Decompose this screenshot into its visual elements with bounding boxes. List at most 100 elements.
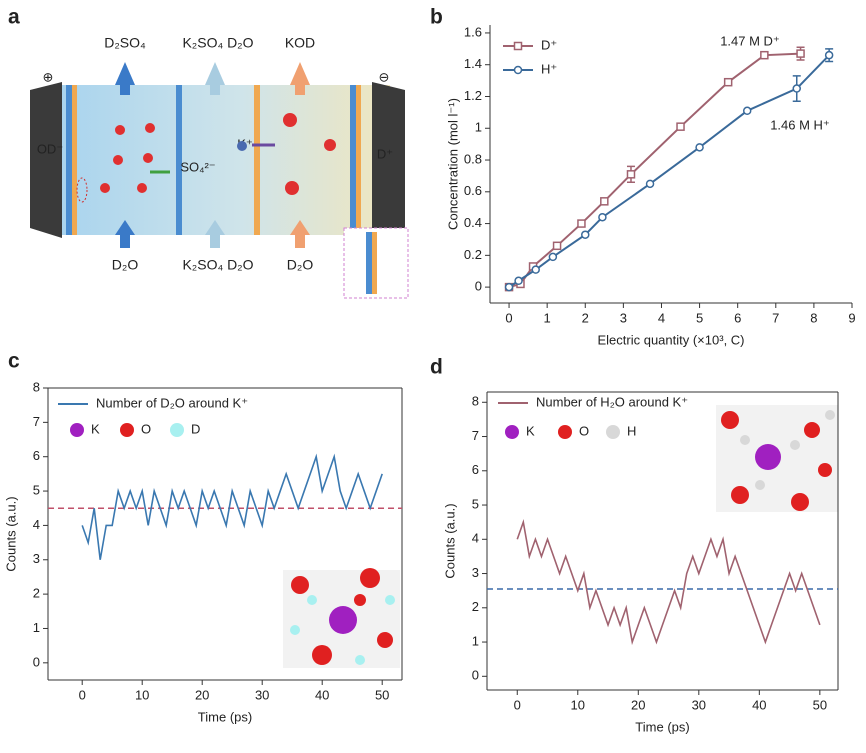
marker xyxy=(792,84,801,93)
y-tick-label: 2 xyxy=(472,599,479,614)
y-tick-label: 1 xyxy=(472,633,479,648)
panel-label: c xyxy=(8,350,20,373)
inset-membrane xyxy=(366,232,372,294)
y-axis-label: Counts (a.u.) xyxy=(3,496,18,571)
membrane xyxy=(176,85,182,235)
ion: OD⁻ xyxy=(37,141,63,156)
electrode-sign: ⊖ xyxy=(379,69,390,84)
x-tick-label: 50 xyxy=(375,687,389,702)
marker xyxy=(695,143,704,152)
marker xyxy=(742,106,752,116)
y-tick-label: 0 xyxy=(472,668,479,683)
cathode xyxy=(372,82,405,238)
panel-label: d xyxy=(430,356,443,379)
series-line xyxy=(508,54,830,288)
atom-label: K xyxy=(91,421,100,436)
x-axis-label: Time (ps) xyxy=(635,719,689,734)
y-tick-label: 3 xyxy=(33,551,40,566)
atom-label: D xyxy=(191,421,200,436)
molecules xyxy=(76,113,336,203)
y-tick-label: 7 xyxy=(472,428,479,443)
marker xyxy=(645,179,655,189)
x-tick-label: 1 xyxy=(544,310,551,325)
y-tick-label: 0.6 xyxy=(464,183,482,198)
marker xyxy=(598,212,607,222)
legend-marker xyxy=(513,41,523,51)
x-tick-label: 30 xyxy=(255,687,269,702)
x-axis-label: Electric quantity (×10³, C) xyxy=(597,332,744,347)
legend-marker xyxy=(513,65,523,75)
inset-d xyxy=(716,405,838,512)
y-tick-label: 4 xyxy=(472,531,479,546)
legend-label: D⁺ xyxy=(541,37,557,52)
marker xyxy=(552,241,562,251)
x-tick-label: 6 xyxy=(734,310,741,325)
ion: SO₄²⁻ xyxy=(180,159,215,174)
y-tick-label: 6 xyxy=(33,448,40,463)
x-tick-label: 7 xyxy=(772,310,779,325)
x-tick-label: 40 xyxy=(752,697,766,712)
inset-membrane xyxy=(372,232,377,294)
y-tick-label: 2 xyxy=(33,586,40,601)
y-axis-label: Counts (a.u.) xyxy=(442,503,457,578)
ion: D⁺ xyxy=(377,146,393,161)
y-tick-label: 8 xyxy=(33,379,40,394)
y-tick-label: 0.4 xyxy=(464,215,482,230)
y-tick-label: 1.6 xyxy=(464,24,482,39)
arrow xyxy=(205,62,225,95)
membrane xyxy=(66,85,72,235)
x-tick-label: 0 xyxy=(505,310,512,325)
x-tick-label: 30 xyxy=(692,697,706,712)
marker xyxy=(723,77,733,87)
atom-label: H xyxy=(627,423,636,438)
marker xyxy=(548,252,558,262)
arrow xyxy=(205,220,225,248)
y-tick-label: 0 xyxy=(475,279,482,294)
x-tick-label: 10 xyxy=(135,687,149,702)
atom-swatch xyxy=(70,423,84,437)
x-tick-label: 5 xyxy=(696,310,703,325)
y-tick-label: 8 xyxy=(472,394,479,409)
atom-swatch xyxy=(606,425,620,439)
marker xyxy=(577,219,586,228)
marker xyxy=(824,50,834,60)
marker xyxy=(581,230,590,239)
marker xyxy=(760,50,769,60)
annotation: 1.47 M D⁺ xyxy=(720,33,780,48)
marker xyxy=(796,49,805,58)
y-tick-label: 5 xyxy=(472,496,479,511)
marker xyxy=(626,170,636,179)
cell xyxy=(60,85,390,235)
arrow xyxy=(115,220,135,248)
anode xyxy=(30,82,62,238)
marker xyxy=(676,122,685,131)
label: K₂SO₄ D₂O xyxy=(182,35,253,51)
marker xyxy=(600,197,609,206)
x-tick-label: 2 xyxy=(582,310,589,325)
arrow xyxy=(290,220,310,248)
x-tick-label: 8 xyxy=(810,310,817,325)
electrode-sign: ⊕ xyxy=(43,69,54,84)
legend-label: Number of H₂O around K⁺ xyxy=(536,394,688,409)
series-line xyxy=(81,453,383,560)
x-tick-label: 0 xyxy=(514,697,521,712)
label: D₂O xyxy=(287,257,314,273)
x-tick-label: 20 xyxy=(631,697,645,712)
y-tick-label: 0.8 xyxy=(464,151,482,166)
membrane xyxy=(72,85,77,235)
x-axis-label: Time (ps) xyxy=(198,709,252,724)
y-tick-label: 1.4 xyxy=(464,56,482,71)
panel-label: b xyxy=(430,6,443,29)
x-tick-label: 0 xyxy=(79,687,86,702)
y-tick-label: 1 xyxy=(475,120,482,135)
y-tick-label: 0 xyxy=(33,654,40,669)
annotation: 1.46 M H⁺ xyxy=(770,117,830,132)
label: D₂SO₄ xyxy=(104,35,146,51)
atom-swatch xyxy=(170,423,184,437)
marker xyxy=(504,282,514,292)
y-tick-label: 1.2 xyxy=(464,88,482,103)
label: K₂SO₄ D₂O xyxy=(182,257,253,273)
y-tick-label: 0.2 xyxy=(464,247,482,262)
series-line xyxy=(516,519,821,646)
